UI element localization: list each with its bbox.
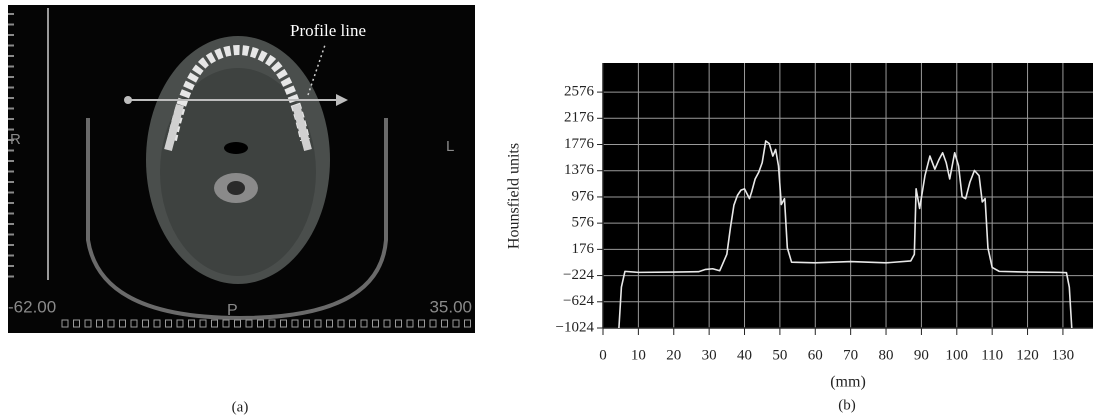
ruler-tick	[107, 319, 115, 328]
x-tick-label: 40	[737, 347, 752, 363]
ruler-tick	[337, 319, 345, 328]
x-tick-label: 120	[1016, 347, 1039, 363]
soft-tissue	[160, 68, 316, 276]
ruler-tick	[130, 319, 138, 328]
y-tick-label: 1376	[564, 162, 595, 178]
y-tick-label: 2576	[564, 84, 595, 100]
rulers	[8, 13, 471, 328]
ruler-tick	[211, 319, 218, 328]
y-tick-label: 976	[572, 188, 595, 204]
x-tick-label: 30	[702, 347, 717, 363]
side-label: P	[227, 302, 238, 319]
mandible	[167, 45, 310, 142]
spinal-canal	[227, 181, 245, 195]
x-tick-label: 80	[879, 347, 894, 363]
ruler-tick	[452, 319, 460, 328]
x-tick-label: 110	[981, 347, 1003, 363]
plot-background	[603, 63, 1093, 328]
ruler-tick	[372, 319, 379, 328]
ruler-tick	[429, 319, 437, 328]
ruler-tick	[245, 319, 253, 328]
ruler-tick	[464, 319, 471, 328]
profile-arrow	[336, 94, 348, 106]
x-tick-label: 60	[808, 347, 823, 363]
caption: (b)	[838, 397, 856, 413]
y-tick-label: 2176	[564, 110, 595, 126]
ruler-tick	[406, 319, 414, 328]
ruler-tick	[153, 319, 161, 328]
ruler-tick	[165, 319, 172, 328]
x-tick-label: 20	[666, 347, 681, 363]
ruler-tick	[326, 319, 333, 328]
ruler-tick	[268, 319, 276, 328]
profile-start	[124, 96, 132, 104]
ramus-left	[292, 103, 312, 152]
head-rest	[86, 118, 388, 321]
y-tick-label: 1776	[564, 136, 595, 152]
x-tick-label: 100	[946, 347, 969, 363]
ruler-tick	[84, 319, 92, 328]
profile-line	[618, 140, 1073, 329]
annotation: Profile line	[290, 21, 366, 40]
ruler-tick	[96, 319, 103, 328]
side-label: R	[10, 131, 21, 148]
ruler-tick	[234, 319, 241, 328]
x-tick-label: 0	[599, 347, 607, 363]
coordinate-label: -62.00	[8, 297, 56, 316]
airway	[224, 142, 248, 154]
ct-image: Profile line R L P -62.00 35.00 (a)	[8, 5, 475, 415]
ruler-tick	[119, 319, 126, 328]
ruler-tick	[222, 319, 230, 328]
x-tick-label: 90	[914, 347, 929, 363]
y-axis-label: Hounsfield units	[506, 143, 523, 249]
ramus-right	[164, 103, 184, 152]
ruler-tick	[188, 319, 195, 328]
y-tick-label: 176	[572, 241, 595, 257]
ruler-tick	[280, 319, 287, 328]
y-tick-label: 576	[572, 215, 595, 231]
x-tick-label: 50	[772, 347, 787, 363]
ruler-tick	[314, 319, 322, 328]
caption: (a)	[232, 399, 249, 415]
ruler-tick	[383, 319, 391, 328]
x-tick-label: 70	[843, 347, 858, 363]
x-axis-label: (mm)	[830, 374, 866, 391]
ruler-tick	[349, 319, 356, 328]
ruler-tick	[441, 319, 448, 328]
ruler-tick	[142, 319, 149, 328]
coordinate-label: 35.00	[429, 297, 472, 316]
y-tick-label: −1024	[556, 319, 595, 335]
side-label: L	[446, 138, 454, 155]
x-tick-label: 130	[1052, 347, 1075, 363]
ruler-tick	[360, 319, 368, 328]
ruler-tick	[61, 319, 69, 328]
ruler-tick	[176, 319, 184, 328]
ruler-tick	[199, 319, 207, 328]
ruler-tick	[418, 319, 425, 328]
y-tick-label: −624	[563, 293, 594, 309]
x-tick-label: 10	[631, 347, 646, 363]
ruler-tick	[257, 319, 264, 328]
plot: −1024 −624 −224 176 576 976 1376 1776 2176 2576 0 1…	[556, 63, 1093, 363]
ruler-tick	[395, 319, 402, 328]
ruler-tick	[73, 319, 80, 328]
y-tick-label: −224	[563, 267, 594, 283]
annotation-pointer	[307, 44, 326, 96]
ruler-tick	[303, 319, 310, 328]
ruler-tick	[291, 319, 299, 328]
